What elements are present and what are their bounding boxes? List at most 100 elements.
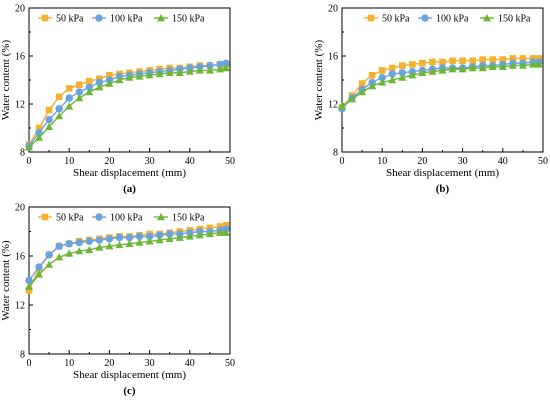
data-point-s150 (448, 65, 457, 73)
x-tick-label: 20 (417, 156, 427, 167)
data-point-s100 (378, 73, 386, 82)
data-point-s50 (509, 55, 517, 62)
data-point-s100 (166, 230, 174, 238)
y-axis-label: Water content (%) (313, 39, 325, 120)
x-tick-label: 30 (145, 358, 155, 369)
data-point-s100 (85, 83, 94, 91)
data-point-s150 (428, 67, 437, 75)
data-point-s150 (55, 253, 64, 261)
data-point-s150 (135, 72, 144, 80)
data-point-s50 (368, 71, 376, 79)
data-point-s50 (489, 56, 497, 63)
y-tick-label: 8 (20, 350, 25, 361)
data-point-s100 (222, 59, 230, 67)
data-point-s50 (409, 61, 416, 68)
data-point-s100 (85, 237, 94, 245)
y-tick-label: 8 (20, 148, 25, 159)
data-point-s150 (25, 143, 33, 151)
data-point-s50 (75, 81, 83, 89)
y-tick-label: 20 (15, 203, 25, 214)
data-point-s50 (45, 106, 53, 114)
data-point-s150 (145, 71, 154, 79)
data-point-s100 (115, 233, 124, 242)
data-point-s150 (368, 82, 377, 90)
x-tick-label: 40 (185, 156, 195, 167)
legend-label-s50: 50 kPa (56, 14, 84, 25)
data-point-s150 (408, 71, 417, 79)
y-tick-label: 16 (15, 252, 25, 263)
panel-label: (a) (123, 183, 136, 195)
data-point-s100 (55, 242, 63, 250)
data-point-s150 (165, 234, 174, 243)
data-point-s150 (75, 247, 84, 255)
legend-label-s50: 50 kPa (382, 14, 410, 25)
x-tick-label: 30 (458, 156, 468, 167)
data-point-s150 (508, 61, 517, 69)
x-tick-label: 0 (340, 156, 345, 167)
data-point-s150 (221, 64, 230, 72)
x-tick-label: 40 (498, 156, 508, 167)
data-point-s150 (85, 88, 94, 96)
data-point-s150 (388, 76, 397, 84)
panel-label: (c) (123, 385, 136, 397)
legend-marker-s100 (421, 14, 429, 22)
data-point-s100 (75, 238, 83, 247)
data-point-s100 (25, 276, 33, 285)
x-tick-label: 20 (104, 156, 114, 167)
data-point-s150 (155, 236, 164, 244)
y-tick-label: 20 (328, 4, 338, 15)
data-point-s150 (468, 64, 477, 72)
y-tick-label: 16 (15, 52, 25, 63)
legend-marker-s100 (95, 213, 103, 221)
data-point-s50 (449, 57, 456, 65)
data-point-s100 (135, 232, 144, 241)
data-point-s150 (221, 228, 230, 236)
data-point-s50 (469, 57, 476, 65)
x-tick-label: 50 (225, 156, 235, 167)
data-point-s150 (458, 65, 467, 73)
data-point-s150 (518, 61, 527, 69)
data-point-s100 (35, 263, 43, 271)
legend-marker-s50 (41, 14, 49, 22)
x-tick-label: 0 (27, 358, 32, 369)
data-point-s150 (25, 282, 33, 290)
legend-marker-s150 (157, 14, 165, 22)
data-point-s150 (75, 94, 84, 102)
legend-label-s100: 100 kPa (110, 14, 143, 25)
data-point-s150 (135, 238, 144, 246)
data-point-s50 (55, 93, 63, 101)
data-point-s150 (338, 102, 346, 110)
data-point-s50 (25, 287, 33, 294)
data-point-s50 (459, 57, 466, 65)
x-axis-label: Shear displacement (mm) (73, 369, 186, 381)
data-point-s100 (398, 69, 406, 77)
data-point-s100 (206, 61, 214, 70)
y-tick-label: 20 (15, 4, 25, 15)
data-point-s150 (145, 237, 154, 245)
data-point-s150 (155, 70, 164, 78)
data-point-s150 (175, 68, 184, 76)
data-point-s150 (115, 240, 124, 249)
x-tick-label: 30 (145, 156, 155, 167)
legend-label-s100: 100 kPa (110, 213, 143, 224)
data-point-s100 (95, 78, 104, 87)
y-tick-label: 12 (15, 100, 25, 111)
data-point-s150 (165, 68, 174, 76)
data-point-s100 (95, 236, 104, 244)
data-point-s50 (86, 77, 93, 85)
data-point-s100 (65, 94, 73, 102)
data-point-s150 (418, 68, 427, 76)
data-point-s150 (215, 228, 224, 236)
data-point-s150 (498, 62, 507, 70)
x-axis-label: Shear displacement (mm) (73, 167, 186, 179)
legend-marker-s150 (483, 14, 491, 22)
x-tick-label: 50 (538, 156, 548, 167)
data-point-s150 (358, 88, 367, 96)
data-point-s150 (438, 66, 447, 74)
legend-label-s150: 150 kPa (498, 14, 531, 25)
legend-label-s100: 100 kPa (436, 14, 469, 25)
data-point-s50 (439, 58, 446, 66)
data-point-s150 (105, 242, 114, 250)
